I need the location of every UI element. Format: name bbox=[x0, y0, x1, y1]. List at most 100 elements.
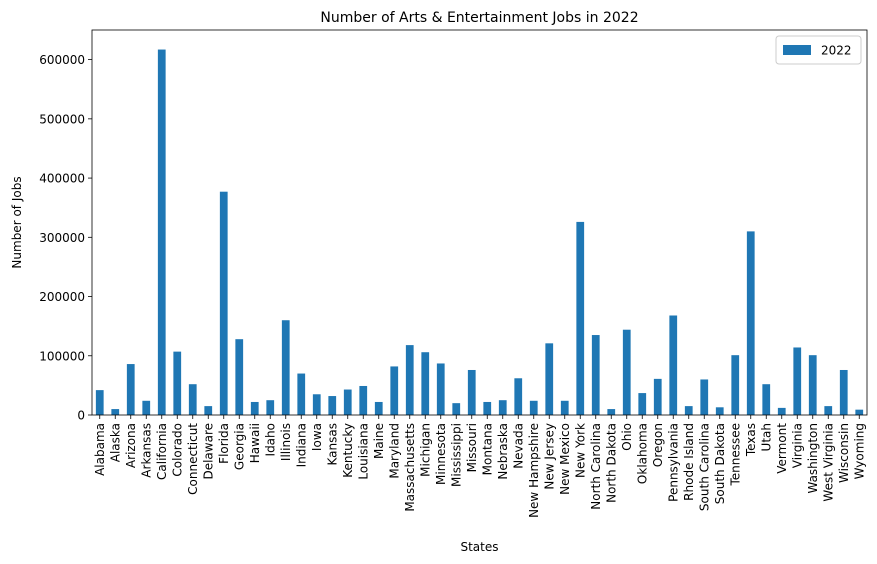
legend: 2022 bbox=[775, 35, 862, 65]
x-tick-label: Utah bbox=[759, 423, 773, 451]
bar-michigan bbox=[421, 352, 430, 415]
x-tick-label: Indiana bbox=[294, 423, 308, 467]
x-tick-label: Vermont bbox=[775, 423, 789, 474]
bar-south-carolina bbox=[700, 379, 709, 415]
y-tick-label: 200000 bbox=[39, 290, 85, 304]
x-tick-label: New Jersey bbox=[542, 423, 556, 490]
x-tick-label: Tennessee bbox=[728, 423, 742, 487]
bar-iowa bbox=[312, 394, 321, 415]
bar-wisconsin bbox=[839, 369, 848, 415]
x-tick-label: Missouri bbox=[465, 423, 479, 472]
y-axis-label: Number of Jobs bbox=[10, 176, 24, 268]
legend-label-2022: 2022 bbox=[821, 44, 852, 58]
bar-new-york bbox=[576, 221, 585, 415]
bar-montana bbox=[483, 401, 492, 415]
bar-colorado bbox=[173, 351, 182, 415]
bar-pennsylvania bbox=[669, 315, 678, 415]
bar-alabama bbox=[95, 390, 104, 415]
bar-indiana bbox=[297, 373, 306, 415]
bar-florida bbox=[219, 191, 228, 415]
x-tick-label: Alabama bbox=[93, 423, 107, 476]
bar-new-jersey bbox=[545, 343, 554, 415]
x-tick-label: Kentucky bbox=[341, 423, 355, 478]
x-tick-label: Delaware bbox=[201, 423, 215, 480]
bar-oregon bbox=[653, 378, 662, 415]
x-tick-label: Connecticut bbox=[186, 423, 200, 495]
y-tick-label: 400000 bbox=[39, 172, 85, 186]
y-axis-ticks: 0 100000 200000 300000 400000 500000 600000 bbox=[39, 53, 92, 423]
bar-utah bbox=[762, 384, 771, 415]
bar-georgia bbox=[235, 339, 244, 415]
x-tick-label: Pennsylvania bbox=[666, 423, 680, 502]
y-tick-label: 0 bbox=[77, 409, 85, 423]
bar-washington bbox=[808, 355, 817, 415]
bar-minnesota bbox=[436, 363, 445, 415]
x-tick-label: Maine bbox=[372, 423, 386, 459]
x-tick-label: Arkansas bbox=[139, 423, 153, 478]
bar-mississippi bbox=[452, 403, 461, 415]
x-tick-label: North Carolina bbox=[589, 423, 603, 510]
bar-delaware bbox=[204, 406, 213, 415]
bar-nebraska bbox=[498, 400, 507, 415]
bar-tennessee bbox=[731, 355, 740, 415]
bar-massachusetts bbox=[405, 345, 414, 415]
bar-rhode-island bbox=[684, 406, 693, 415]
bar-alaska bbox=[111, 409, 120, 415]
x-tick-label: Illinois bbox=[279, 423, 293, 461]
x-tick-label: Oklahoma bbox=[635, 423, 649, 484]
x-tick-label: Nevada bbox=[511, 423, 525, 469]
bar-oklahoma bbox=[638, 393, 647, 415]
x-tick-label: Georgia bbox=[232, 423, 246, 470]
x-tick-label: Iowa bbox=[310, 423, 324, 451]
x-tick-label: Florida bbox=[217, 423, 231, 464]
x-tick-label: Nebraska bbox=[496, 423, 510, 480]
chart-title: Number of Arts & Entertainment Jobs in 2… bbox=[320, 10, 638, 26]
x-tick-label: Ohio bbox=[620, 423, 634, 451]
bar-west-virginia bbox=[824, 406, 833, 415]
x-tick-label: Maryland bbox=[387, 423, 401, 479]
x-tick-label: Oregon bbox=[651, 423, 665, 467]
x-tick-label: Montana bbox=[480, 423, 494, 475]
x-tick-label: Louisiana bbox=[356, 423, 370, 480]
bar-wyoming bbox=[855, 409, 864, 415]
bar-series-2022 bbox=[95, 49, 864, 416]
bar-ohio bbox=[622, 329, 631, 415]
bar-california bbox=[157, 49, 166, 416]
bar-kentucky bbox=[343, 389, 352, 415]
bar-nevada bbox=[514, 378, 523, 415]
x-tick-label: Arizona bbox=[124, 423, 138, 468]
bar-new-mexico bbox=[560, 400, 569, 415]
x-axis-label: States bbox=[460, 540, 498, 554]
x-tick-label: Hawaii bbox=[248, 423, 262, 463]
y-tick-label: 100000 bbox=[39, 349, 85, 363]
y-tick-label: 300000 bbox=[39, 231, 85, 245]
x-tick-label: California bbox=[155, 423, 169, 480]
x-tick-label: Idaho bbox=[263, 423, 277, 456]
x-tick-label: Michigan bbox=[418, 423, 432, 477]
bar-new-hampshire bbox=[529, 400, 538, 415]
x-tick-label: Wisconsin bbox=[837, 423, 851, 483]
x-tick-label: New York bbox=[573, 423, 587, 478]
y-tick-label: 500000 bbox=[39, 112, 85, 126]
bar-illinois bbox=[281, 320, 290, 415]
x-tick-label: Rhode Island bbox=[682, 423, 696, 501]
bar-louisiana bbox=[359, 385, 368, 415]
x-tick-label: Massachusetts bbox=[403, 423, 417, 512]
bar-missouri bbox=[467, 369, 476, 415]
legend-frame bbox=[775, 35, 862, 65]
bar-maine bbox=[374, 401, 383, 415]
x-tick-label: South Dakota bbox=[713, 423, 727, 504]
plot-frame bbox=[91, 29, 868, 416]
legend-swatch-2022 bbox=[783, 45, 811, 55]
x-tick-label: Texas bbox=[744, 423, 758, 457]
bar-hawaii bbox=[250, 401, 259, 415]
x-tick-label: Mississippi bbox=[449, 423, 463, 487]
x-tick-label: West Virginia bbox=[821, 423, 835, 502]
x-tick-label: Washington bbox=[806, 423, 820, 494]
y-tick-label: 600000 bbox=[39, 53, 85, 67]
x-tick-label: Colorado bbox=[170, 423, 184, 477]
x-tick-label: Wyoming bbox=[852, 423, 866, 479]
bar-kansas bbox=[328, 396, 337, 415]
x-tick-label: North Dakota bbox=[604, 423, 618, 503]
